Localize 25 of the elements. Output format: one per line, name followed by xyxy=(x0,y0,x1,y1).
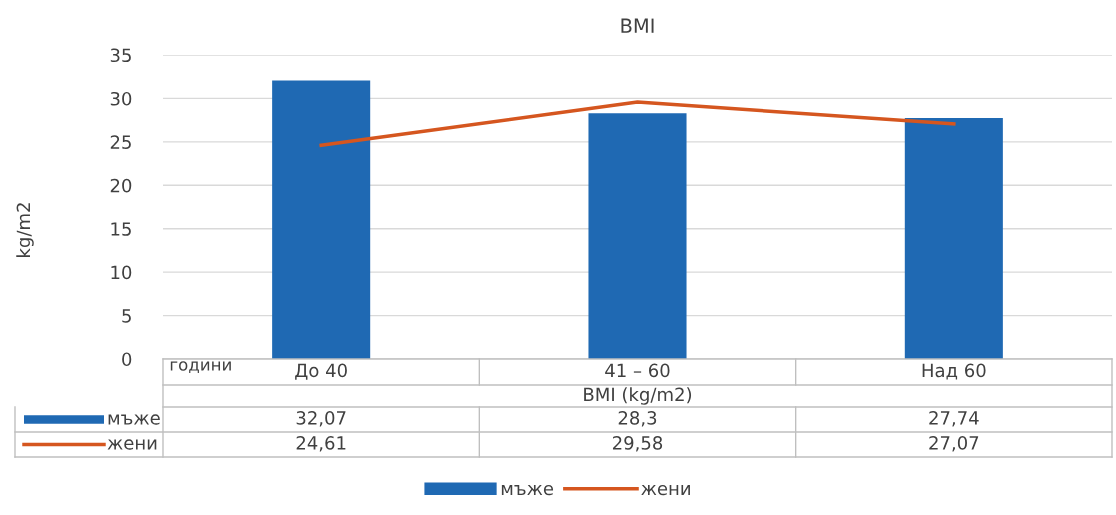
text: години xyxy=(170,361,231,373)
x-axis-title: BMI (kg/m2) xyxy=(584,387,692,405)
legend-label: жени xyxy=(107,439,157,450)
y-tick-label: 25 xyxy=(110,135,131,149)
x-tick-label: До 40 xyxy=(295,363,347,380)
y-tick-label: 0 xyxy=(122,352,132,367)
y-tick-label: 30 xyxy=(110,91,132,106)
legend-label: мъже xyxy=(108,414,160,425)
y-axis-title: kg/m2 xyxy=(16,203,34,257)
data-label: 29,58 xyxy=(612,436,663,452)
y-tick-label: 20 xyxy=(110,178,132,193)
chart-title: BMI xyxy=(621,18,654,33)
y-tick-label: 15 xyxy=(111,222,131,236)
y-tick-label: 5 xyxy=(122,309,131,323)
data-label: 28,3 xyxy=(618,411,657,427)
x-tick-label: 41 – 60 xyxy=(605,363,670,378)
data-label: 27,74 xyxy=(929,411,979,427)
x-tick-label: Над 60 xyxy=(922,363,986,380)
y-tick-label: 35 xyxy=(110,48,131,63)
data-label: 32,07 xyxy=(296,411,346,427)
text: мъже xyxy=(501,484,554,496)
data-label: 27,07 xyxy=(929,436,979,452)
y-tick-label: 10 xyxy=(111,265,132,280)
text: жени xyxy=(641,484,690,496)
data-label: 24,61 xyxy=(296,436,346,452)
